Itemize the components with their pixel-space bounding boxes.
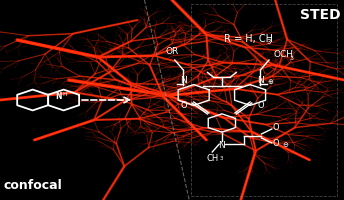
Text: CH: CH <box>206 154 218 163</box>
Text: O: O <box>257 102 264 110</box>
Text: N: N <box>257 76 264 85</box>
Text: 3: 3 <box>290 56 294 61</box>
Text: O: O <box>273 139 279 148</box>
Text: H: H <box>63 92 67 97</box>
Text: N: N <box>55 92 61 101</box>
Text: 3: 3 <box>267 39 271 45</box>
Text: O: O <box>180 102 187 110</box>
Text: R = H, CH: R = H, CH <box>224 34 272 44</box>
Text: O: O <box>273 123 279 132</box>
Text: confocal: confocal <box>3 179 62 192</box>
Text: N: N <box>180 76 187 85</box>
Text: OCH: OCH <box>273 50 293 59</box>
Text: N: N <box>218 141 225 150</box>
Text: ⊖: ⊖ <box>282 142 288 148</box>
Text: ⊕: ⊕ <box>268 79 274 85</box>
Text: OR: OR <box>166 47 179 56</box>
Text: 3: 3 <box>220 156 223 161</box>
Text: STED: STED <box>300 8 341 22</box>
